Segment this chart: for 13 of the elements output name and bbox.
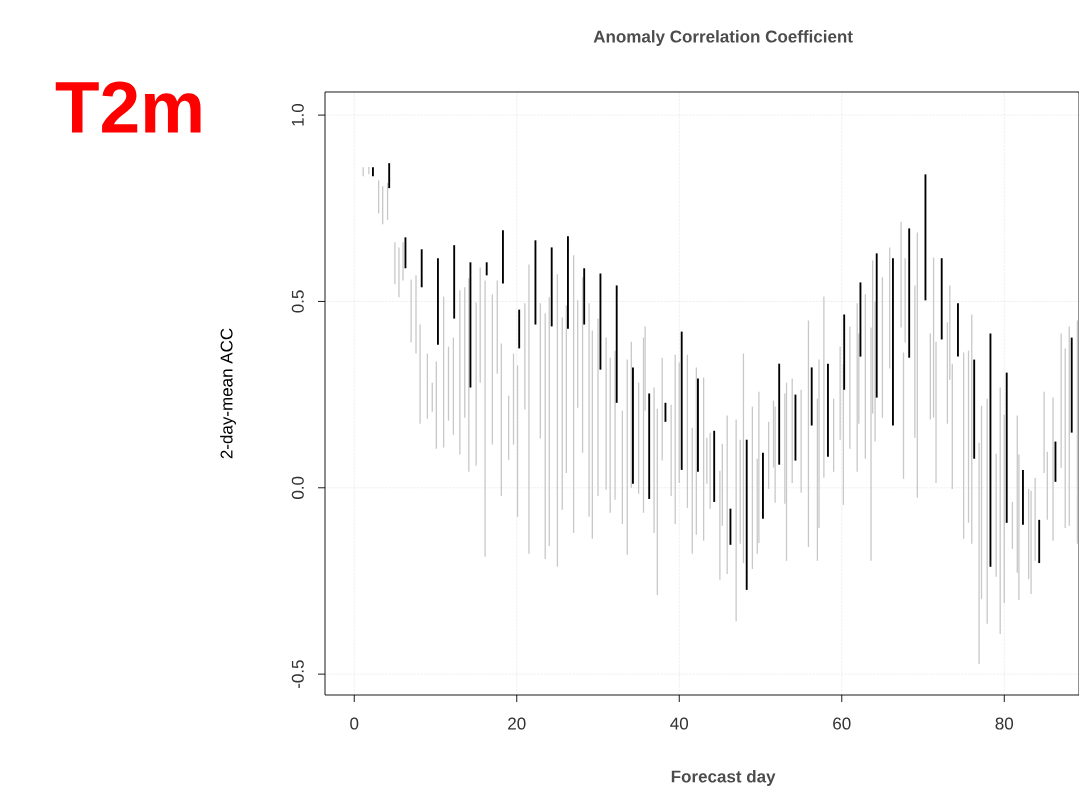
x-tick-label: 40 — [670, 717, 689, 730]
y-axis-title: 2-day-mean ACC — [220, 328, 236, 459]
y-tick-label: -0.5 — [291, 660, 304, 689]
x-tick-label: 60 — [833, 717, 851, 730]
y-tick-label: 0.5 — [291, 290, 304, 313]
chart-title: Anomaly Correlation Coefficient — [593, 30, 853, 46]
x-axis-title: Forecast day — [671, 770, 776, 786]
y-tick-label: 1.0 — [291, 103, 304, 126]
y-tick-label: 0.0 — [291, 476, 304, 499]
text: T2m — [55, 81, 201, 133]
x-tick-label: 0 — [350, 717, 359, 730]
x-tick-label: 80 — [995, 717, 1014, 730]
x-tick-label: 20 — [508, 717, 526, 730]
